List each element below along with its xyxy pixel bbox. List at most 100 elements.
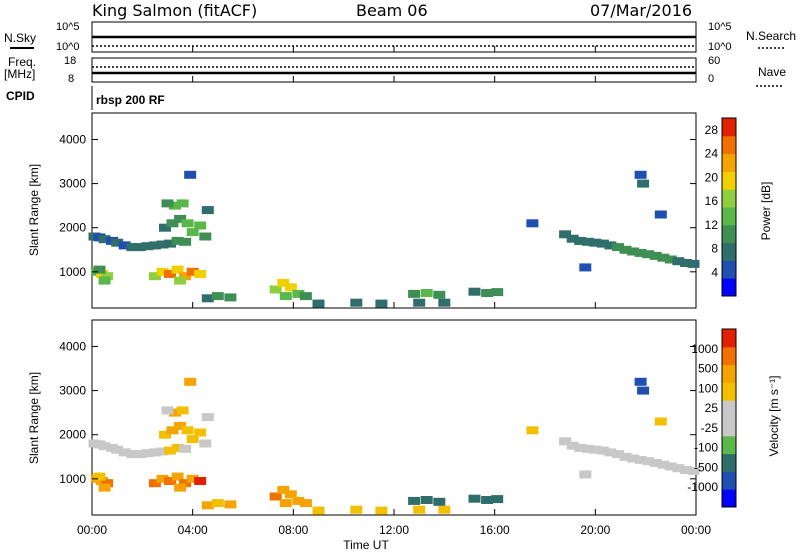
- power-cell: [589, 238, 602, 247]
- velocity-cell: [194, 428, 207, 437]
- velocity-cell: [186, 435, 199, 444]
- velocity-cell: [111, 445, 124, 454]
- nsky-tick-bottom: 10^0: [56, 41, 80, 53]
- power-cell: [559, 230, 572, 239]
- velocity-cell: [201, 413, 214, 422]
- velocity-cell: [292, 496, 305, 505]
- velocity-cell: [491, 495, 504, 504]
- date-title: 07/Mar/2016: [590, 1, 692, 20]
- velocity-cell: [604, 448, 617, 457]
- power-cell: [277, 278, 290, 287]
- power-cell: [284, 283, 297, 292]
- velocity-cell: [179, 479, 192, 488]
- colorbar-tick-label: 28: [705, 123, 719, 137]
- colorbar-tick-label: 8: [711, 242, 718, 256]
- velocity-cell: [211, 499, 224, 508]
- velocity-cell: [408, 496, 421, 505]
- colorbar-swatch: [722, 471, 736, 490]
- power-cell: [194, 221, 207, 230]
- power-cell: [98, 235, 111, 244]
- velocity-cell: [438, 505, 451, 514]
- colorbar-swatch: [722, 435, 736, 455]
- nave-tick-top: 60: [708, 55, 720, 67]
- power-cell: [171, 265, 184, 274]
- power-cell: [566, 234, 579, 243]
- colorbar-swatch: [722, 278, 736, 297]
- velocity-cell: [672, 464, 685, 473]
- velocity-cell: [98, 483, 111, 492]
- velocity-panel: 1000 2000 3000 4000 Slant Range [km]: [27, 319, 700, 516]
- y-tick-label: 2000: [59, 221, 86, 235]
- power-cell: [596, 239, 609, 248]
- power-cell: [101, 272, 114, 281]
- colorbar-tick-label: 20: [705, 170, 719, 184]
- velocity-cell: [634, 455, 647, 464]
- power-cell: [126, 243, 139, 252]
- colorbar-frame: [721, 117, 737, 297]
- velocity-cell: [101, 479, 114, 488]
- power-cell: [634, 170, 647, 179]
- power-cell: [375, 299, 388, 308]
- power-cell: [156, 240, 169, 249]
- power-cell: [164, 270, 176, 278]
- power-cell: [581, 237, 594, 246]
- velocity-cell: [581, 444, 594, 453]
- velocity-cell: [574, 443, 587, 452]
- colorbar-swatch: [722, 453, 736, 472]
- power-cell: [433, 290, 446, 299]
- velocity-cell: [126, 450, 139, 459]
- velocity-cell: [596, 446, 609, 455]
- velocity-cell: [634, 377, 647, 386]
- power-cell: [201, 294, 214, 303]
- power-cell: [627, 247, 640, 256]
- power-cell: [413, 298, 426, 307]
- x-tick-label: 16:00: [480, 523, 510, 537]
- velocity-cell: [184, 377, 197, 386]
- velocity-cell: [279, 499, 292, 508]
- power-cell: [111, 238, 124, 247]
- y-tick-label: 4000: [59, 132, 86, 146]
- velocity-cell: [93, 472, 106, 481]
- colorbar-frame: [721, 328, 737, 508]
- power-cell: [687, 259, 700, 268]
- velocity-cell: [649, 458, 662, 467]
- power-cell: [299, 292, 312, 301]
- colorbar-tick-label: -100: [694, 441, 718, 455]
- velocity-cell: [468, 494, 481, 503]
- velocity-cell: [312, 506, 325, 515]
- colorbar-tick-label: 1000: [691, 342, 718, 356]
- power-cell: [642, 250, 655, 259]
- power-cell: [133, 243, 146, 252]
- velocity-cell: [161, 406, 174, 415]
- colorbar-tick-label: 24: [705, 147, 719, 161]
- velocity-cell: [194, 477, 207, 485]
- velocity-cell: [98, 442, 111, 451]
- power-cell: [93, 265, 106, 274]
- colorbar-swatch: [722, 260, 736, 279]
- x-tick-label: 00:00: [681, 523, 711, 537]
- velocity-cell: [156, 474, 169, 483]
- power-cell: [199, 232, 212, 241]
- x-tick-label: 04:00: [178, 523, 208, 537]
- x-tick-label: 00:00: [77, 523, 107, 537]
- power-cell: [579, 263, 592, 272]
- power-cell: [468, 287, 481, 296]
- power-cell: [224, 293, 237, 302]
- velocity-cell: [269, 492, 282, 501]
- colorbar-tick-label: 500: [698, 362, 718, 376]
- colorbar-tick-label: 16: [705, 194, 719, 208]
- beam-title: Beam 06: [356, 1, 428, 20]
- station-title: King Salmon (fitACF): [92, 1, 257, 20]
- colorbar-swatch: [722, 242, 736, 261]
- nsky-tick-top: 10^5: [56, 21, 80, 33]
- velocity-cell: [657, 460, 670, 469]
- colorbar-swatch: [722, 489, 736, 508]
- velocity-cell: [619, 452, 632, 461]
- colorbar-swatch: [722, 329, 736, 348]
- power-cell: [438, 298, 451, 307]
- velocity-cell: [171, 472, 184, 481]
- power-cell: [141, 242, 154, 251]
- power-cell: [98, 276, 111, 285]
- nsearch-label: N.Search: [746, 29, 796, 43]
- power-cells: [88, 170, 700, 308]
